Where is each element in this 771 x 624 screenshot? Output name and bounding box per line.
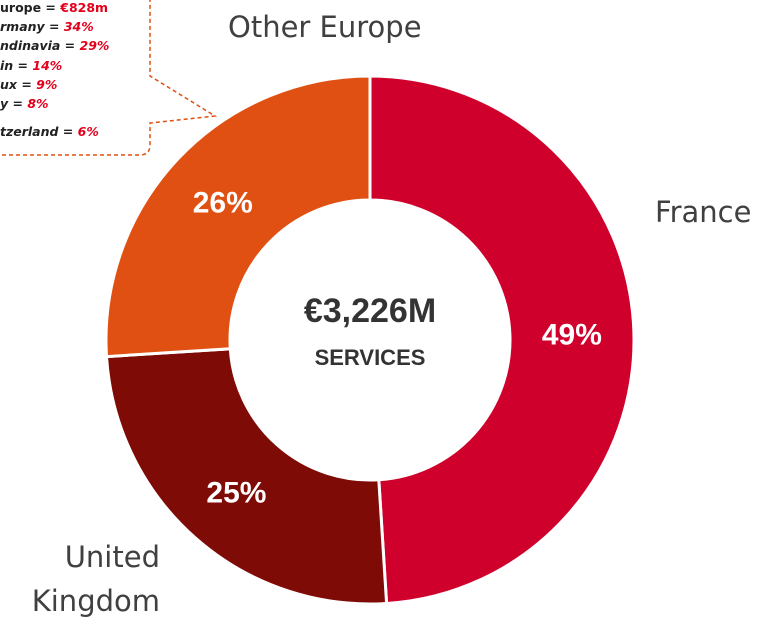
callout-value: 9%	[36, 77, 58, 92]
slice	[104, 347, 389, 606]
callout-line: ndinavia = 29%	[0, 38, 109, 53]
value-label: 25%	[206, 477, 266, 510]
center-value: €3,226M	[304, 292, 436, 330]
callout-label: ux =	[0, 77, 37, 92]
callout-label: ndinavia =	[0, 38, 80, 53]
value-label: 49%	[542, 319, 602, 352]
callout-value: 29%	[79, 38, 110, 53]
callout-line: urope = €828m	[0, 0, 108, 15]
callout-value: €828m	[60, 0, 109, 15]
value-label: 26%	[193, 187, 253, 220]
callout-label: y =	[0, 96, 28, 111]
callout-line: tzerland = 6%	[0, 124, 99, 139]
category-label: Other Europe	[228, 10, 422, 44]
category-label: United Kingdom	[31, 540, 160, 618]
callout-value: 34%	[63, 19, 94, 34]
callout-value: 14%	[32, 58, 63, 73]
callout-border	[0, 0, 218, 156]
callout-label: rmany =	[0, 19, 64, 34]
callout-value: 8%	[27, 96, 49, 111]
slice	[368, 74, 636, 606]
callout-line: in = 14%	[0, 58, 62, 73]
callout-label: tzerland =	[0, 124, 78, 139]
center-label: SERVICES	[315, 345, 426, 370]
callout-line: rmany = 34%	[0, 19, 94, 34]
callout-label: urope =	[0, 0, 61, 15]
callout-label: in =	[0, 58, 33, 73]
category-label: France	[655, 195, 752, 229]
callout-value: 6%	[77, 124, 99, 139]
callout-line: ux = 9%	[0, 77, 57, 92]
callout-line: y = 8%	[0, 96, 49, 111]
slice	[104, 74, 372, 359]
